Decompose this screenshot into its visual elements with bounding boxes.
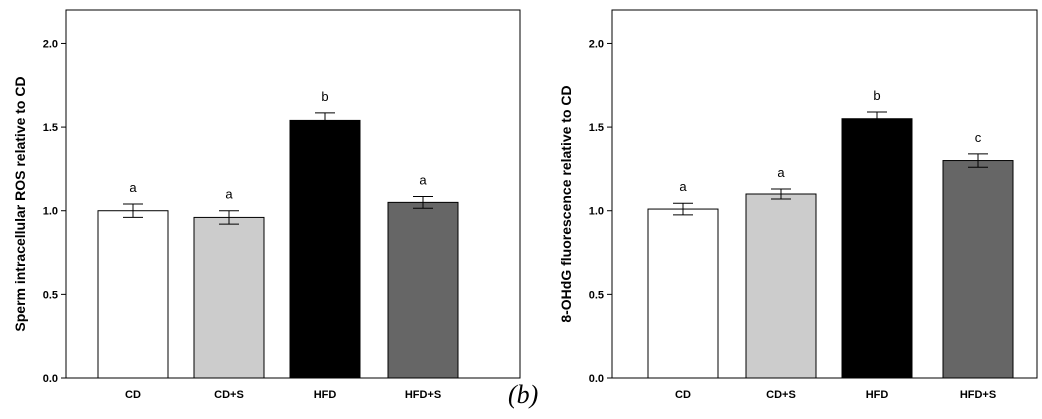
x-tick-label: HFD+S [405,389,441,401]
significance-letter: b [321,89,328,104]
y-tick-label: 1.0 [43,206,58,218]
x-tick-label: CD [125,389,141,401]
y-axis-label: Sperm intracellular ROS relative to CD [12,76,28,331]
significance-letter: a [679,179,687,194]
bar-hfd [841,118,913,379]
y-tick-label: 2.0 [589,38,604,50]
x-tick-label: HFD [314,389,337,401]
significance-letter: a [225,187,233,202]
bar-cd-plus-s [193,216,265,379]
x-tick-label: CD [675,389,691,401]
bar-cd [97,210,169,379]
y-axis-label: 8-OHdG fluorescence relative to CD [558,85,574,322]
bar-hfd-plus-s [387,201,459,379]
plot-frame [611,9,1038,379]
x-tick-label: HFD [866,389,889,401]
y-tick-label: 0.0 [589,373,604,385]
significance-letter: c [975,130,982,145]
y-tick-label: 0.5 [43,289,58,301]
chart-panel-1: 0.0 0.5 1.0 1.5 2.0 Sperm intracellular ROS r… [12,9,521,401]
bar-cd [647,208,719,379]
bar-hfd [289,119,361,379]
y-tick-label: 2.0 [43,38,58,50]
significance-letter: a [419,173,427,188]
y-tick-label: 0.5 [589,289,604,301]
panel-label-b: (b) [508,380,539,409]
x-tick-label: CD+S [766,389,796,401]
x-tick-label: CD+S [214,389,244,401]
bar-cd-plus-s [745,193,817,379]
significance-letter: b [873,88,880,103]
significance-letter: a [777,165,785,180]
y-tick-label: 0.0 [43,373,58,385]
y-tick-label: 1.0 [589,206,604,218]
y-tick-label: 1.5 [589,122,604,134]
chart-panel-2: 0.0 0.5 1.0 1.5 2.0 8-OHdG fluorescence relat… [558,9,1038,401]
significance-letter: a [129,180,137,195]
y-tick-label: 1.5 [43,122,58,134]
bar-hfd-plus-s [942,160,1014,379]
x-tick-label: HFD+S [960,389,996,401]
